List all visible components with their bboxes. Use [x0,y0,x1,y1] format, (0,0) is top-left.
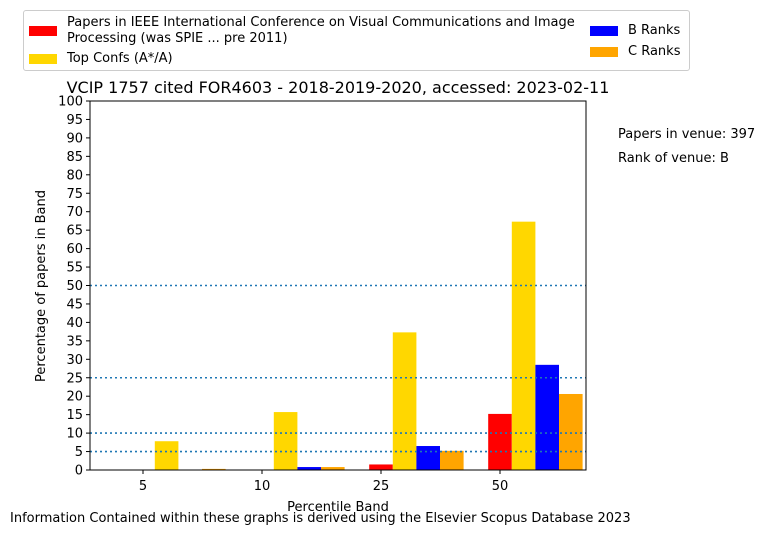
legend-swatch-c-ranks [590,47,618,57]
y-tick-label: 65 [66,224,83,239]
x-tick-label: 5 [139,479,147,494]
legend-swatch-papers [29,26,57,36]
y-tick-label: 75 [66,187,83,202]
bar [511,221,536,470]
y-tick-label: 30 [66,353,83,368]
bar [321,467,345,470]
plot-frame [89,100,587,471]
rank-of-venue: Rank of venue: B [618,151,729,166]
x-axis-label: Percentile Band [287,500,389,515]
bar [392,332,417,470]
y-tick-label: 20 [66,390,83,405]
x-tick-label: 50 [492,479,509,494]
y-tick-label: 10 [66,427,83,442]
bar [416,446,440,470]
y-tick-label: 90 [66,131,83,146]
legend-label-b-ranks: B Ranks [628,23,681,38]
y-tick-label: 25 [66,371,83,386]
bar [273,412,298,470]
legend-swatch-top-confs [29,54,57,64]
chart-title: VCIP 1757 cited FOR4603 - 2018-2019-2020… [67,78,610,97]
y-tick-label: 5 [75,445,83,460]
y-tick-label: 40 [66,316,83,331]
x-tick-label: 25 [373,479,390,494]
legend-label-top-confs: Top Confs (A*/A) [67,51,173,66]
bar [559,393,583,470]
bar [535,364,559,470]
bar [488,413,512,470]
y-tick-label: 100 [58,95,83,110]
y-tick-label: 45 [66,297,83,312]
y-axis-label: Percentage of papers in Band [34,190,49,382]
y-tick-label: 95 [66,113,83,128]
y-tick-label: 70 [66,205,83,220]
y-tick-label: 55 [66,261,83,276]
legend-label-c-ranks: C Ranks [628,44,681,59]
bar [154,441,179,470]
footer-source-note: Information Contained within these graph… [10,511,631,526]
legend: Papers in IEEE International Conference … [23,10,690,71]
bar [202,468,226,470]
bar [369,464,393,470]
y-tick-label: 35 [66,334,83,349]
bar [440,450,464,470]
y-tick-label: 85 [66,150,83,165]
y-tick-label: 80 [66,168,83,183]
legend-label-papers: Papers in IEEE International Conference … [67,15,575,46]
y-tick-label: 50 [66,279,83,294]
y-tick-label: 15 [66,408,83,423]
legend-swatch-b-ranks [590,26,618,36]
bar [297,467,321,470]
papers-in-venue: Papers in venue: 397 [618,127,756,142]
x-tick-label: 10 [254,479,271,494]
y-tick-label: 60 [66,242,83,257]
y-tick-label: 0 [75,464,83,479]
